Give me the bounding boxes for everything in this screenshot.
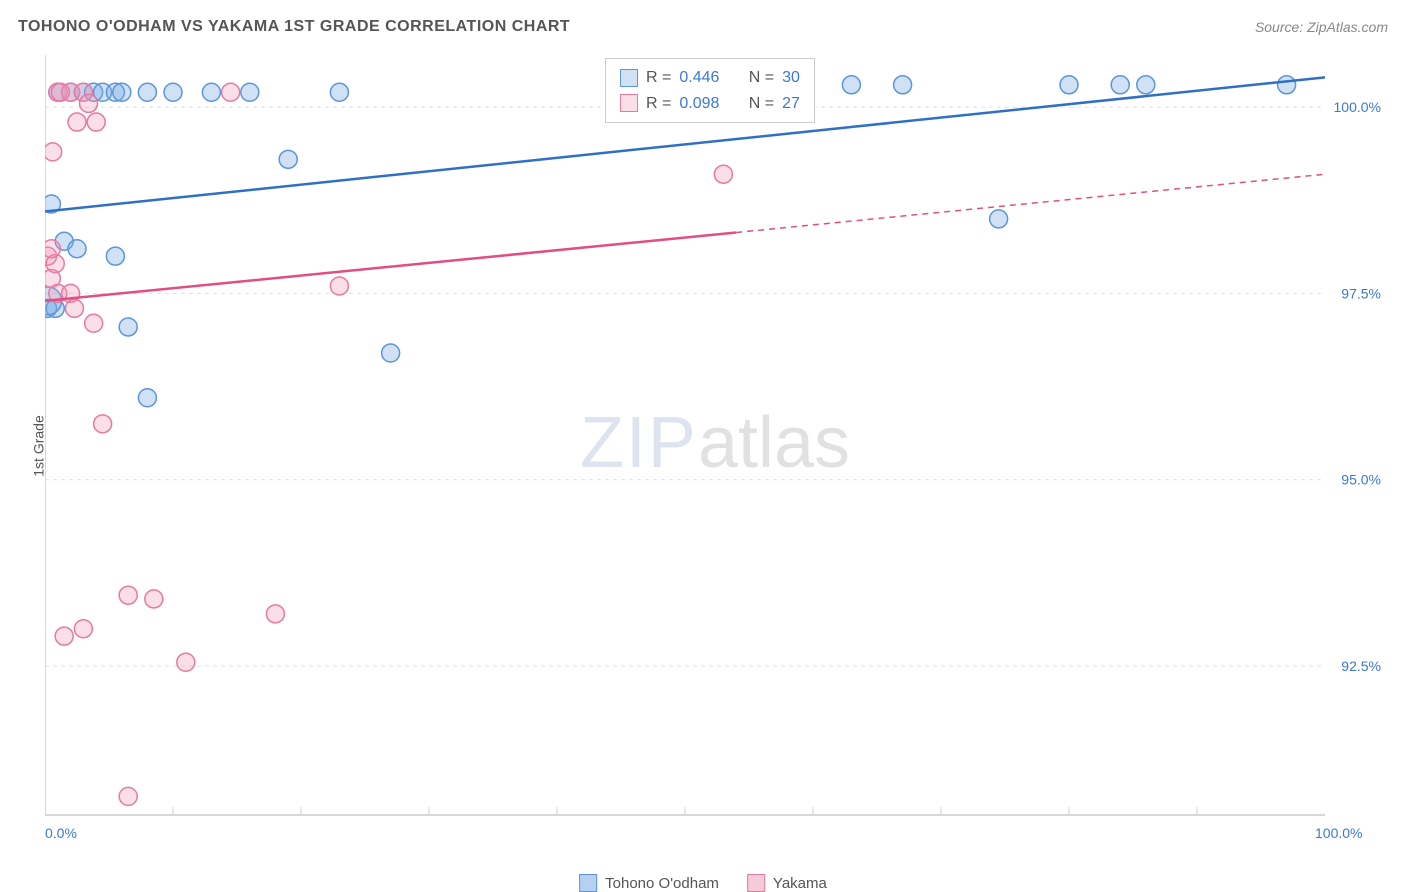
data-point (74, 620, 92, 638)
n-value: 30 (782, 65, 800, 91)
legend-label: Yakama (773, 875, 827, 892)
data-point (990, 210, 1008, 228)
legend-row: R = 0.446 N = 30 (620, 65, 800, 91)
data-point (382, 344, 400, 362)
data-point (119, 586, 137, 604)
data-point (65, 299, 83, 317)
data-point (51, 83, 69, 101)
data-point (94, 415, 112, 433)
x-axis-min: 0.0% (45, 825, 77, 841)
stats-legend: R = 0.446 N = 30R = 0.098 N = 27 (605, 58, 815, 123)
x-axis-max: 100.0% (1315, 825, 1362, 841)
n-label: N = (749, 65, 774, 91)
data-point (119, 787, 137, 805)
y-tick-label: 97.5% (1341, 285, 1381, 301)
data-point (1137, 76, 1155, 94)
data-point (241, 83, 259, 101)
data-point (45, 240, 60, 258)
data-point (202, 83, 220, 101)
data-point (80, 94, 98, 112)
legend-swatch (620, 69, 638, 87)
n-label: N = (749, 91, 774, 117)
data-point (330, 277, 348, 295)
data-point (266, 605, 284, 623)
data-point (1060, 76, 1078, 94)
y-tick-label: 95.0% (1341, 472, 1381, 488)
data-point (842, 76, 860, 94)
data-point (222, 83, 240, 101)
data-point (106, 247, 124, 265)
source-label: Source: ZipAtlas.com (1255, 19, 1388, 35)
n-value: 27 (782, 91, 800, 117)
data-point (330, 83, 348, 101)
data-point (55, 627, 73, 645)
r-label: R = (646, 65, 671, 91)
plot-area: 100.0%97.5%95.0%92.5% ZIPatlas R = 0.446… (45, 55, 1385, 830)
legend-item: Tohono O'odham (579, 874, 719, 892)
legend-row: R = 0.098 N = 27 (620, 91, 800, 117)
series-legend: Tohono O'odham Yakama (579, 874, 827, 892)
data-point (1278, 76, 1296, 94)
legend-label: Tohono O'odham (605, 875, 719, 892)
data-point (68, 113, 86, 131)
data-point (714, 165, 732, 183)
r-value: 0.098 (679, 91, 719, 117)
data-point (164, 83, 182, 101)
legend-item: Yakama (747, 874, 827, 892)
data-point (145, 590, 163, 608)
legend-swatch (747, 874, 765, 892)
y-tick-label: 100.0% (1334, 99, 1381, 115)
r-value: 0.446 (679, 65, 719, 91)
data-point (113, 83, 131, 101)
data-point (279, 150, 297, 168)
data-point (1111, 76, 1129, 94)
data-point (138, 389, 156, 407)
scatter-chart: 100.0% 97.5% 95.0% 92.5% (45, 55, 1385, 830)
data-point (85, 314, 103, 332)
y-tick-label: 92.5% (1341, 658, 1381, 674)
data-point (119, 318, 137, 336)
data-point (68, 240, 86, 258)
data-point (45, 143, 62, 161)
r-label: R = (646, 91, 671, 117)
data-point (138, 83, 156, 101)
data-point (177, 653, 195, 671)
legend-swatch (579, 874, 597, 892)
data-point (87, 113, 105, 131)
legend-swatch (620, 94, 638, 112)
chart-title: TOHONO O'ODHAM VS YAKAMA 1ST GRADE CORRE… (18, 18, 570, 36)
data-point (894, 76, 912, 94)
